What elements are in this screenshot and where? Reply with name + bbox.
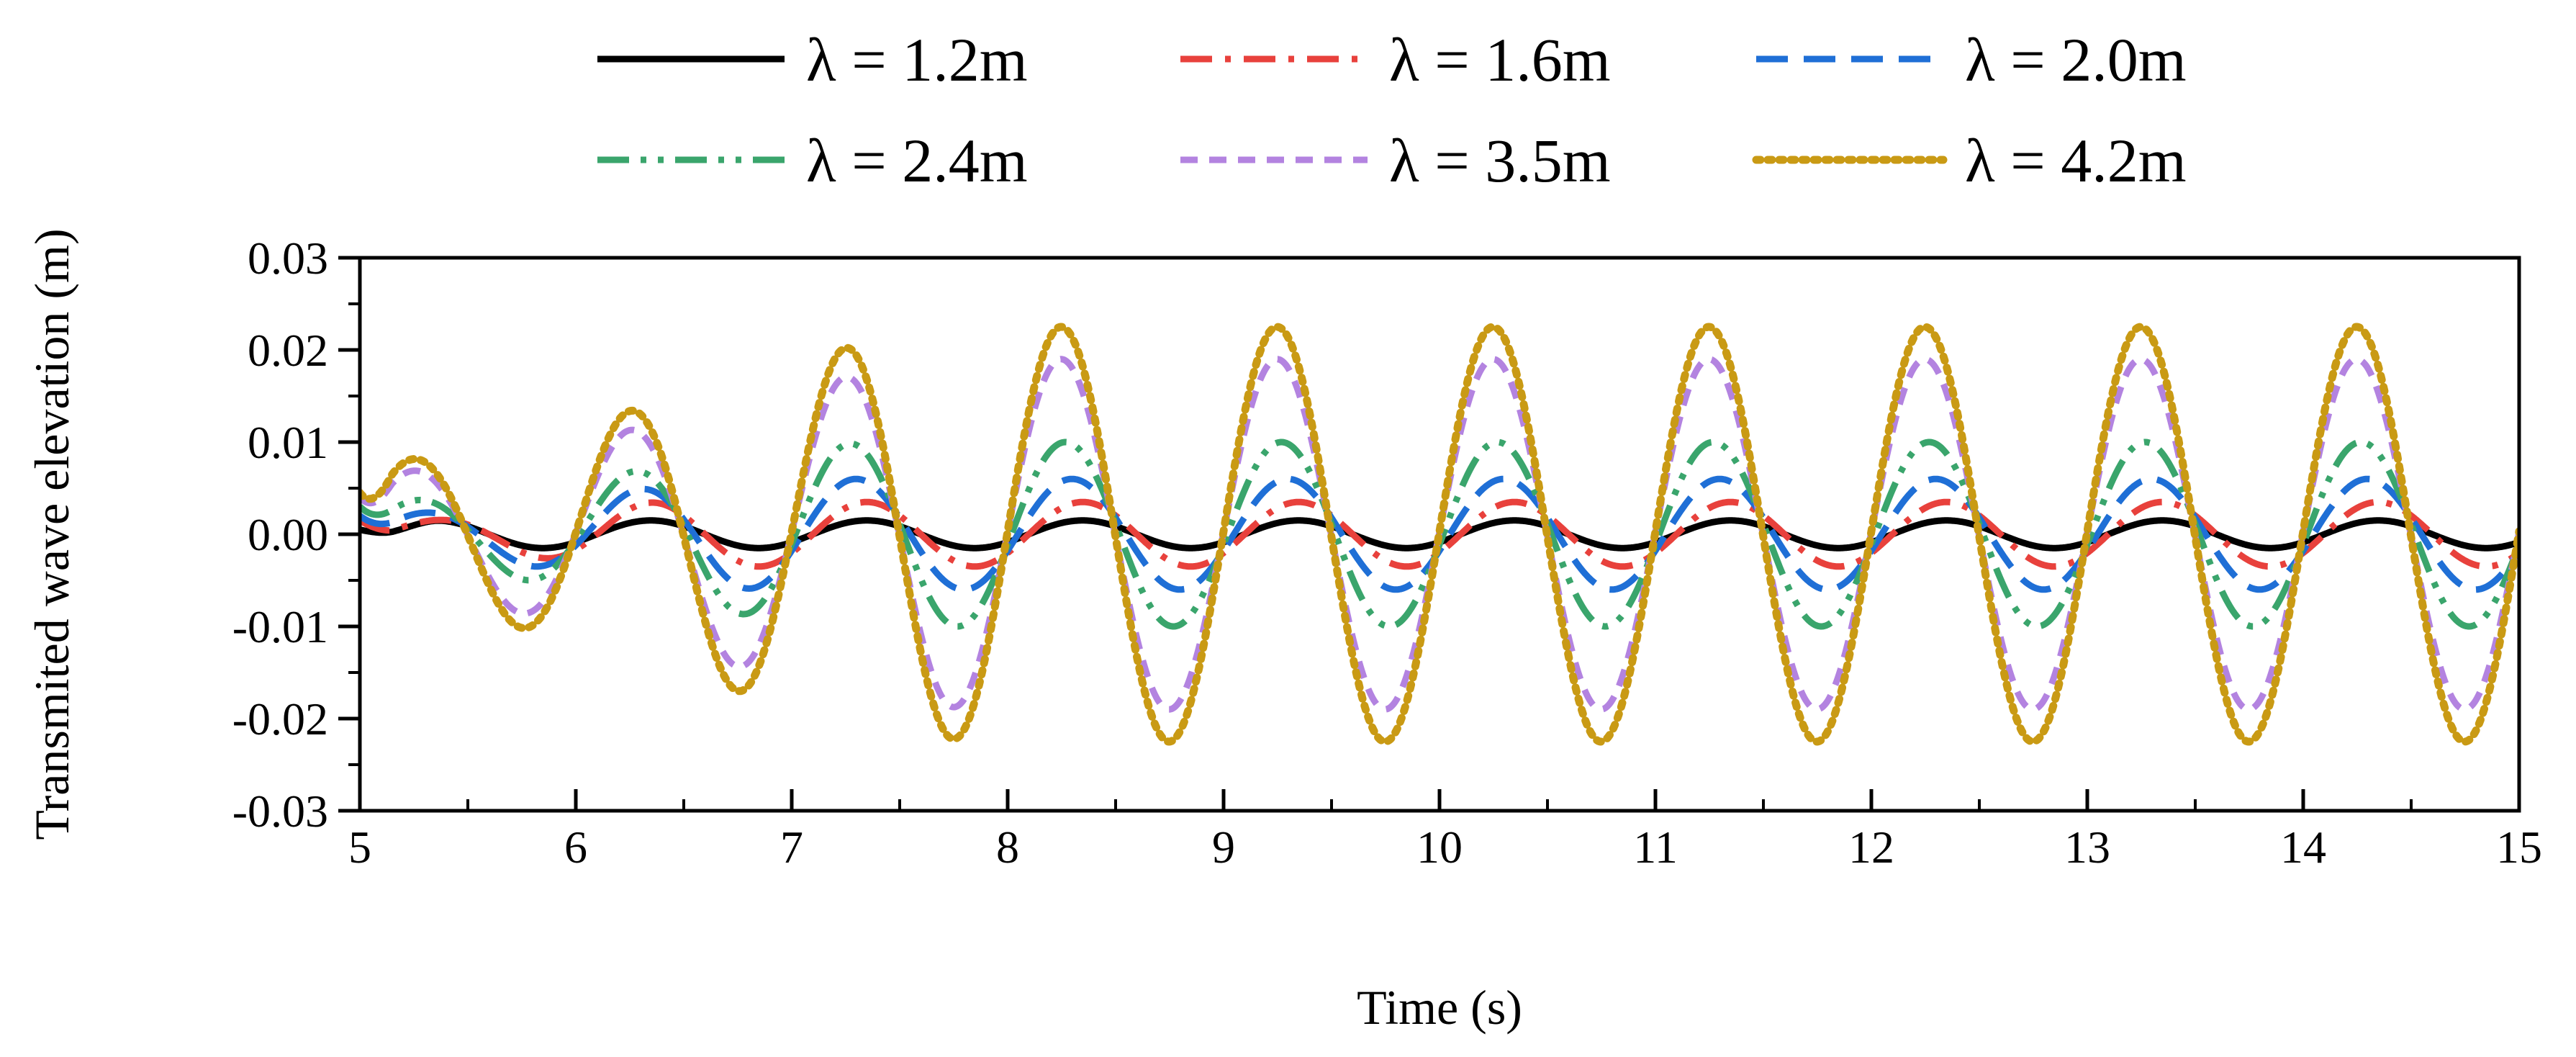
y-tick-label: 0.00 xyxy=(248,509,328,560)
legend-label-6: λ = 4.2m xyxy=(1965,126,2187,195)
legend-label-5: λ = 3.5m xyxy=(1389,126,1611,195)
x-tick-label: 14 xyxy=(2280,822,2326,873)
y-axis: -0.03 -0.02 -0.01 0.00 0.01 0.02 0.03 xyxy=(232,233,360,837)
legend-label-4: λ = 2.4m xyxy=(806,126,1028,195)
y-tick-label: -0.01 xyxy=(232,601,328,652)
y-tick-label: 0.03 xyxy=(248,233,328,284)
x-tick-label: 6 xyxy=(564,822,587,873)
x-tick-label: 8 xyxy=(996,822,1019,873)
series-line-2 xyxy=(360,498,2519,570)
x-tick-label: 13 xyxy=(2064,822,2110,873)
y-tick-label: 0.01 xyxy=(248,417,328,468)
x-tick-label: 12 xyxy=(1848,822,1894,873)
series-layer xyxy=(360,323,2519,746)
series-line-6 xyxy=(360,323,2519,746)
x-tick-label: 15 xyxy=(2496,822,2542,873)
y-tick-label: -0.02 xyxy=(232,693,328,745)
x-tick-label: 7 xyxy=(780,822,803,873)
plot-area xyxy=(358,256,2521,813)
x-tick-label: 9 xyxy=(1212,822,1235,873)
y-tick-label: 0.02 xyxy=(248,325,328,376)
x-tick-label: 11 xyxy=(1633,822,1678,873)
legend-label-2: λ = 1.6m xyxy=(1389,25,1611,94)
x-tick-label: 10 xyxy=(1416,822,1463,873)
y-axis-label: Transmited wave elevation (m) xyxy=(24,228,79,840)
legend-label-1: λ = 1.2m xyxy=(806,25,1028,94)
y-tick-label: -0.03 xyxy=(232,786,328,837)
x-axis-label: Time (s) xyxy=(1357,980,1522,1035)
x-axis: 5 6 7 8 9 10 11 12 13 14 15 xyxy=(348,789,2542,873)
x-tick-label: 5 xyxy=(348,822,371,873)
legend-label-3: λ = 2.0m xyxy=(1965,25,2187,94)
legend: λ = 1.2m λ = 1.6m λ = 2.0m λ = 2.4m λ = 3.5m… xyxy=(597,25,2187,195)
